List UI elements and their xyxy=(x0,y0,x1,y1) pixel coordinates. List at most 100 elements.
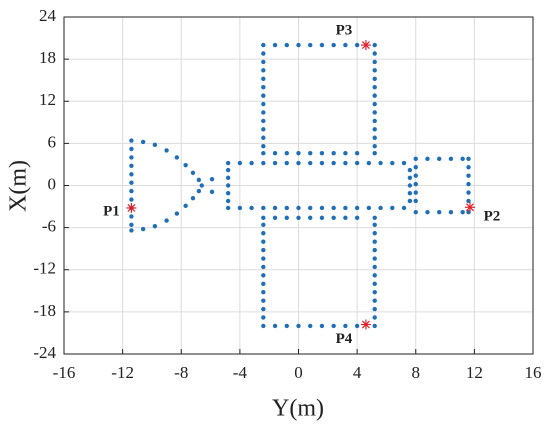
data-point xyxy=(261,222,266,228)
x-tick-label: -4 xyxy=(233,363,248,382)
data-point xyxy=(466,181,471,187)
data-point xyxy=(296,42,301,48)
data-point xyxy=(413,156,418,162)
data-point xyxy=(437,156,442,162)
data-point xyxy=(308,215,313,220)
data-point xyxy=(372,59,377,65)
data-point xyxy=(261,135,266,140)
data-point xyxy=(225,191,231,196)
data-point xyxy=(331,151,336,156)
data-point xyxy=(372,42,377,48)
data-point xyxy=(296,323,301,329)
data-point xyxy=(261,59,266,65)
data-point xyxy=(319,323,325,329)
x-tick-label: -12 xyxy=(111,363,134,382)
data-point xyxy=(372,264,377,270)
data-point xyxy=(129,222,134,228)
data-point xyxy=(372,323,377,329)
y-tick-label: 12 xyxy=(39,90,56,109)
y-tick-label: -6 xyxy=(42,217,56,236)
data-point xyxy=(460,209,465,215)
data-point xyxy=(225,167,231,173)
data-point xyxy=(261,127,266,132)
data-point xyxy=(343,215,348,220)
data-point xyxy=(448,209,454,215)
data-point xyxy=(261,239,266,244)
data-point xyxy=(140,226,146,232)
data-point xyxy=(174,155,180,160)
star-marker xyxy=(360,319,371,330)
y-tick-label: 24 xyxy=(39,6,57,25)
data-point xyxy=(225,205,231,211)
data-point xyxy=(261,51,266,56)
data-point xyxy=(129,155,134,160)
data-point xyxy=(343,323,348,329)
data-point xyxy=(249,160,254,166)
data-point xyxy=(407,175,413,180)
data-point xyxy=(129,172,134,177)
data-point xyxy=(284,160,289,166)
data-point xyxy=(284,205,289,211)
data-point xyxy=(129,180,134,185)
data-point xyxy=(296,160,301,166)
data-point xyxy=(272,323,278,329)
data-point xyxy=(372,298,377,303)
star-stroke xyxy=(127,204,136,212)
data-point xyxy=(261,205,266,211)
data-point xyxy=(225,198,231,204)
data-point xyxy=(261,68,266,73)
data-point xyxy=(372,306,377,312)
data-point xyxy=(372,110,377,115)
data-point xyxy=(372,281,377,286)
data-point xyxy=(331,215,336,220)
data-point xyxy=(366,160,372,166)
point-label: P3 xyxy=(336,23,353,39)
data-point xyxy=(308,42,313,48)
data-point xyxy=(460,156,465,162)
y-tick-label: 6 xyxy=(48,132,57,151)
data-point xyxy=(372,231,377,236)
data-point xyxy=(261,264,266,270)
data-point xyxy=(237,160,243,166)
data-point xyxy=(331,205,336,211)
data-point xyxy=(466,198,471,204)
data-point xyxy=(343,205,348,211)
data-point xyxy=(296,215,301,220)
data-point xyxy=(261,298,266,303)
data-point xyxy=(261,118,266,124)
data-point xyxy=(390,205,395,211)
y-tick-label: -12 xyxy=(33,259,56,278)
data-point xyxy=(209,176,215,182)
data-point xyxy=(372,68,377,73)
data-point xyxy=(437,209,442,215)
data-point xyxy=(466,173,471,178)
data-point xyxy=(354,205,360,211)
star-stroke xyxy=(361,41,370,50)
x-tick-label: 4 xyxy=(353,363,362,382)
data-point xyxy=(284,42,289,48)
data-point xyxy=(249,205,254,211)
data-point xyxy=(261,315,266,320)
x-tick-label: 8 xyxy=(412,363,421,382)
data-point xyxy=(261,290,266,295)
data-point xyxy=(372,239,377,244)
data-point xyxy=(225,160,231,166)
x-tick-label: -8 xyxy=(174,363,188,382)
data-point xyxy=(129,146,134,152)
data-point xyxy=(343,160,348,166)
data-point xyxy=(466,190,471,195)
data-point xyxy=(372,85,377,90)
data-point xyxy=(296,151,301,156)
data-point xyxy=(261,151,266,156)
data-point xyxy=(284,323,289,329)
data-point xyxy=(319,42,325,48)
data-point xyxy=(343,42,348,48)
data-point xyxy=(466,156,471,162)
data-point xyxy=(183,203,188,209)
data-point xyxy=(261,256,266,261)
data-point xyxy=(308,151,313,156)
data-point xyxy=(308,160,313,166)
data-point xyxy=(261,231,266,236)
data-point xyxy=(319,160,325,166)
data-point xyxy=(372,118,377,124)
